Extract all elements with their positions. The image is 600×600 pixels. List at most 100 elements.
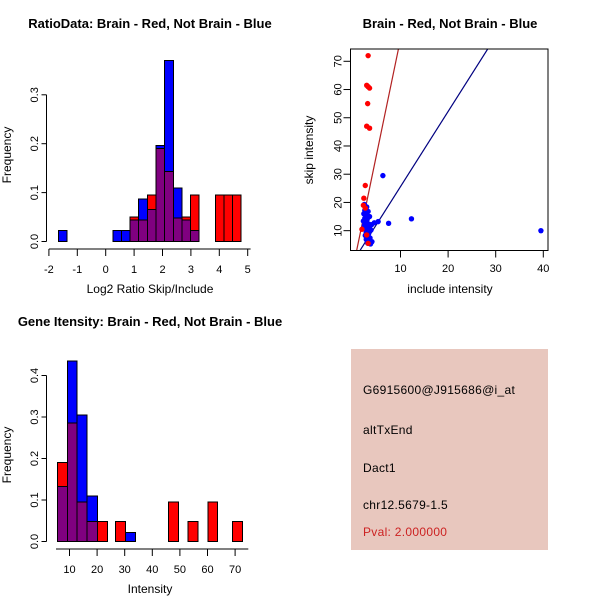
y-tick-label: 60 — [333, 83, 345, 95]
x-tick-label: 0 — [103, 264, 109, 276]
y-tick-label: 0.1 — [29, 185, 41, 200]
histogram-bar — [138, 198, 148, 221]
x-tick-label: 50 — [174, 564, 186, 576]
histogram-bar-overlap — [155, 148, 165, 242]
x-tick-label: 3 — [188, 264, 194, 276]
gene-info-box: G6915600@J915686@i_at altTxEnd Dact1 chr… — [351, 349, 548, 550]
brain-point — [365, 240, 371, 247]
histogram-bar — [56, 462, 68, 487]
histogram-bar — [120, 230, 131, 243]
histogram-bar — [129, 216, 140, 221]
chart-title: Brain - Red, Not Brain - Blue — [362, 16, 538, 31]
y-axis-label: skip intensity — [302, 115, 316, 185]
x-tick-label: 2 — [159, 264, 165, 276]
histogram-bar — [172, 187, 183, 219]
x-axis-label: Intensity — [127, 582, 173, 596]
histogram-bar-overlap — [190, 230, 200, 243]
histogram-bar-overlap — [56, 485, 68, 542]
y-tick-label: 0.1 — [29, 492, 41, 507]
histogram-bar — [76, 414, 88, 503]
intensity-scatter-plot: 10 20 30 40 10 20 30 40 50 60 70 — [333, 48, 549, 275]
ratio-histogram-plot: -2 -1 0 1 2 3 4 5 0.0 0.1 0.2 0.3 — [29, 60, 251, 276]
y-axis: 0.0 0.1 0.2 0.3 0.4 — [29, 368, 47, 549]
histogram-bar — [125, 531, 137, 542]
x-tick-label: 10 — [394, 263, 406, 275]
histogram-bar — [187, 521, 199, 543]
brain-point — [361, 195, 367, 201]
histogram-bar — [115, 521, 127, 543]
y-tick-label: 0.2 — [29, 136, 41, 151]
y-tick-label: 0.3 — [29, 87, 41, 102]
chart-title: Gene Itensity: Brain - Red, Not Brain - … — [17, 314, 283, 329]
probe-id-text: G6915600@J915686@i_at — [363, 383, 516, 397]
y-tick-label: 20 — [333, 196, 345, 208]
histogram-bar-overlap — [181, 219, 192, 242]
brain-point — [362, 205, 368, 211]
gene-name-text: Dact1 — [363, 461, 396, 475]
y-tick-label: 40 — [333, 140, 345, 152]
x-tick-label: 60 — [201, 564, 213, 576]
x-axis-label: Log2 Ratio Skip/Include — [86, 282, 214, 296]
gene-intensity-histogram-plot: 10 20 30 40 50 60 70 0.0 0.1 0.2 0.3 0.4 — [29, 360, 249, 576]
y-tick-label: 0.0 — [29, 534, 41, 549]
histogram-bar — [146, 194, 157, 211]
brain-point — [362, 182, 368, 189]
not-brain-fit-line — [359, 49, 489, 251]
y-tick-label: 50 — [333, 112, 345, 124]
histogram-bar-overlap — [172, 217, 183, 242]
x-tick-label: 40 — [537, 263, 549, 275]
histogram-bar — [57, 230, 68, 243]
histogram-bar-overlap — [66, 422, 78, 542]
y-tick-label: 10 — [333, 225, 345, 237]
histogram-bar — [214, 194, 225, 242]
histogram-bar — [231, 521, 243, 543]
histogram-bar — [163, 60, 174, 173]
histogram-bar — [66, 360, 78, 424]
brain-point — [359, 226, 365, 232]
histogram-bar — [232, 194, 242, 242]
y-axis: 0.0 0.1 0.2 0.3 — [29, 87, 47, 249]
bars-group — [57, 60, 242, 243]
histogram-bar-overlap — [146, 209, 157, 242]
x-axis: -2 -1 0 1 2 3 4 5 — [44, 248, 251, 276]
histogram-bar-overlap — [163, 171, 174, 242]
x-tick-label: 5 — [245, 264, 251, 276]
histogram-bar-overlap — [138, 219, 148, 242]
y-tick-label: 30 — [333, 168, 345, 180]
event-type-text: altTxEnd — [363, 423, 413, 437]
histogram-bar-overlap — [129, 219, 140, 242]
not-brain-point — [408, 216, 415, 222]
histogram-bar-overlap — [86, 521, 98, 543]
y-axis-label: Frequency — [0, 126, 14, 184]
panel-gene-intensity-histogram: 10 20 30 40 50 60 70 0.0 0.1 0.2 0.3 0.4 Gene Itens… — [0, 300, 300, 600]
y-tick-label: 0.2 — [29, 451, 41, 466]
panel-intensity-scatter: 10 20 30 40 10 20 30 40 50 60 70 Brain - Red, Not … — [300, 0, 600, 300]
y-tick-label: 70 — [333, 55, 345, 67]
x-tick-label: 20 — [91, 564, 103, 576]
x-tick-label: 20 — [442, 263, 454, 275]
histogram-bar-overlap — [76, 501, 88, 542]
histogram-bar — [181, 216, 192, 221]
brain-point — [366, 125, 373, 131]
y-tick-label: 0.3 — [29, 409, 41, 424]
pval-text: Pval: 2.000000 — [363, 525, 448, 539]
histogram-bar — [207, 501, 219, 542]
x-tick-label: 30 — [119, 564, 131, 576]
y-tick-label: 0.0 — [29, 234, 41, 249]
x-axis: 10 20 30 40 — [394, 250, 549, 275]
panel-ratio-histogram: -2 -1 0 1 2 3 4 5 0.0 0.1 0.2 0.3 RatioData: Brain … — [0, 0, 300, 300]
x-tick-label: 1 — [131, 264, 137, 276]
y-axis-label: Frequency — [0, 426, 14, 484]
histogram-bar — [223, 194, 234, 242]
bars-group — [56, 360, 243, 543]
points-group — [359, 52, 544, 247]
plot-box — [350, 48, 549, 252]
brain-point — [365, 52, 371, 59]
histogram-bar — [155, 145, 165, 150]
not-brain-point — [538, 227, 544, 234]
not-brain-point — [380, 172, 386, 179]
histogram-bar — [112, 230, 122, 243]
panel-gene-info: G6915600@J915686@i_at altTxEnd Dact1 chr… — [300, 300, 600, 600]
x-tick-label: 30 — [490, 263, 502, 275]
